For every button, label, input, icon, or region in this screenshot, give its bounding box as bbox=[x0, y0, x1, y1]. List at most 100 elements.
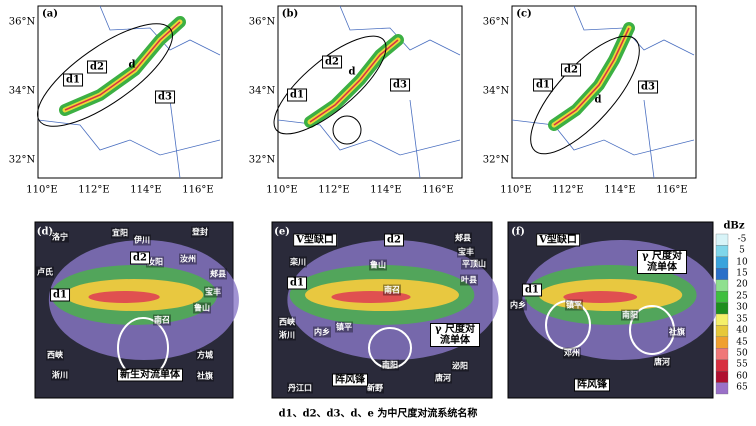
map-frame bbox=[511, 5, 697, 179]
y-tick-label: 34°N bbox=[248, 85, 276, 97]
place-name: 洛宁 bbox=[51, 231, 69, 243]
echo-core bbox=[88, 291, 160, 303]
colorbar-swatch bbox=[715, 256, 729, 269]
y-tick-label: 36°N bbox=[482, 16, 510, 28]
y-tick-label: 34°N bbox=[482, 85, 510, 97]
system-label: d2 bbox=[322, 55, 342, 69]
place-name: 汝阳 bbox=[146, 256, 164, 268]
y-tick-label: 34°N bbox=[8, 85, 36, 97]
place-name: 栾川 bbox=[289, 256, 307, 268]
place-name: 南召 bbox=[153, 314, 171, 326]
colorbar-label: 10 bbox=[736, 257, 748, 268]
place-name: 淅川 bbox=[51, 369, 69, 381]
cell-outline bbox=[545, 300, 591, 350]
place-name: 方城 bbox=[196, 349, 214, 361]
x-tick-label: 112°E bbox=[78, 184, 110, 196]
colorbar-label: -5 bbox=[737, 234, 747, 245]
colorbar-swatch bbox=[715, 348, 729, 360]
x-tick-label: 112°E bbox=[318, 184, 350, 196]
colorbar-label: 65 bbox=[736, 382, 748, 393]
callout: d1 bbox=[50, 288, 70, 302]
callout: 阵风锋 bbox=[574, 378, 610, 392]
colorbar-swatch bbox=[715, 268, 729, 280]
place-name: 镇平 bbox=[565, 299, 583, 311]
system-label: d bbox=[594, 94, 602, 106]
colorbar-swatch bbox=[715, 313, 729, 326]
y-tick-label: 36°N bbox=[8, 16, 36, 28]
system-label: d1 bbox=[533, 78, 553, 92]
place-name: 唐河 bbox=[434, 372, 452, 384]
colorbar-swatch bbox=[715, 336, 729, 349]
callout: d2 bbox=[130, 251, 150, 265]
colorbar-swatch bbox=[715, 245, 729, 258]
colorbar-title: dBz bbox=[723, 220, 745, 232]
callout: d1 bbox=[522, 283, 542, 297]
echo-core bbox=[331, 291, 411, 303]
x-tick-label: 110°E bbox=[500, 184, 532, 196]
colorbar-label: 30 bbox=[736, 302, 748, 313]
system-label: d3 bbox=[155, 90, 175, 104]
place-name: 淅川 bbox=[278, 329, 296, 341]
place-name: 新野 bbox=[366, 382, 384, 394]
place-name: 社旗 bbox=[668, 326, 686, 338]
place-name: 郏县 bbox=[454, 232, 472, 244]
colorbar-label: 5 bbox=[739, 245, 745, 256]
place-name: 镇平 bbox=[335, 321, 353, 333]
panel-label: (a) bbox=[42, 8, 58, 20]
place-name: 内乡 bbox=[313, 326, 331, 338]
panel-label: (b) bbox=[281, 8, 299, 20]
callout: V型缺口 bbox=[536, 233, 580, 247]
colorbar-swatch bbox=[715, 233, 729, 246]
colorbar-swatch bbox=[715, 302, 729, 315]
echo-peak bbox=[553, 27, 630, 126]
place-name: 唐河 bbox=[653, 356, 671, 368]
callout: 新生对流单体 bbox=[117, 368, 183, 382]
colorbar-label: 60 bbox=[736, 371, 748, 382]
system-outline bbox=[273, 35, 387, 135]
system-label: d3 bbox=[390, 78, 410, 92]
colorbar-label: 15 bbox=[736, 268, 748, 279]
x-tick-label: 114°E bbox=[370, 184, 402, 196]
system-label: d bbox=[128, 59, 136, 71]
place-name: 郏县 bbox=[209, 268, 227, 280]
place-name: 宝丰 bbox=[204, 286, 222, 298]
place-name: 邓州 bbox=[563, 347, 581, 359]
y-tick-label: 36°N bbox=[248, 16, 276, 28]
place-name: 泌阳 bbox=[451, 360, 469, 372]
place-name: 平顶山 bbox=[461, 258, 487, 270]
system-outline bbox=[37, 23, 173, 127]
colorbar-label: 35 bbox=[736, 314, 748, 325]
y-tick-label: 32°N bbox=[482, 154, 510, 166]
colorbar-swatch bbox=[715, 359, 729, 372]
colorbar-swatch bbox=[715, 382, 729, 395]
colorbar-swatch bbox=[715, 370, 729, 383]
system-label: d1 bbox=[287, 88, 307, 102]
colorbar-swatch bbox=[715, 290, 729, 303]
x-tick-label: 116°E bbox=[182, 184, 214, 196]
system-label: d3 bbox=[638, 80, 658, 94]
callout: d1 bbox=[287, 276, 307, 290]
callout: γ 尺度对流单体 bbox=[430, 323, 480, 347]
callout: γ 尺度对流单体 bbox=[637, 250, 687, 274]
place-name: 西峡 bbox=[46, 349, 64, 361]
place-name: 南召 bbox=[383, 284, 401, 296]
x-tick-label: 114°E bbox=[604, 184, 636, 196]
callout: 阵风锋 bbox=[332, 373, 368, 387]
x-tick-label: 116°E bbox=[656, 184, 688, 196]
system-label: d2 bbox=[561, 63, 581, 77]
colorbar-swatch bbox=[715, 279, 729, 292]
place-name: 汝州 bbox=[179, 253, 197, 265]
colorbar-label: 50 bbox=[736, 348, 748, 359]
place-name: 鲁山 bbox=[193, 302, 211, 314]
colorbar-label: 55 bbox=[736, 359, 748, 370]
colorbar-label: 20 bbox=[736, 279, 748, 290]
x-tick-label: 114°E bbox=[130, 184, 162, 196]
colorbar-label: 40 bbox=[736, 325, 748, 336]
place-name: 宝丰 bbox=[457, 246, 475, 258]
map-frame bbox=[277, 5, 463, 179]
system-label: d bbox=[348, 66, 356, 78]
place-name: 宜阳 bbox=[111, 227, 129, 239]
system-label: d2 bbox=[87, 60, 107, 74]
